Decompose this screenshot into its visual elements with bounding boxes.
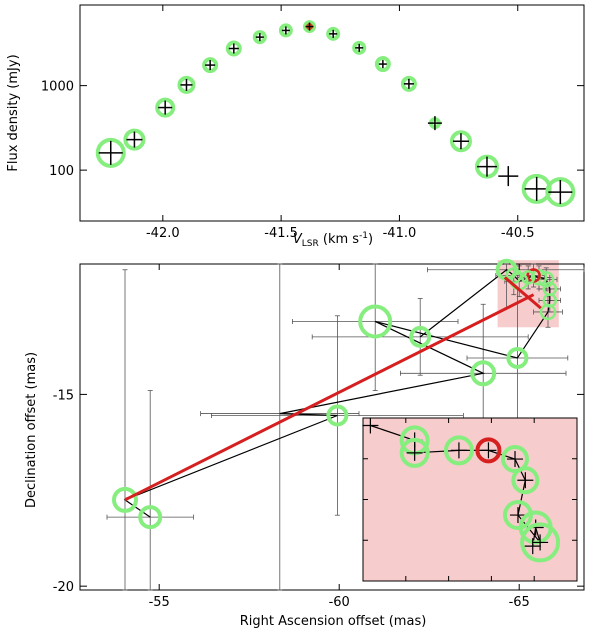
position-point [542, 281, 558, 297]
flux-spectrum-panel: -42.0 -41.5 -41.0 -40.5 100 1000 Flux density… [6, 4, 585, 249]
bottom-x-tick-label: -65 [509, 595, 530, 610]
spectral-point [374, 56, 391, 73]
position-point [470, 360, 497, 387]
top-x-tick-label: -41.0 [383, 226, 417, 241]
top-axis-ticks: -42.0 -41.5 -41.0 -40.5 100 1000 [41, 5, 584, 241]
spectral-point [278, 23, 293, 38]
inset-point [399, 437, 430, 468]
top-y-tick-label: 100 [49, 164, 74, 179]
position-point [138, 505, 163, 530]
bottom-x-tick-label: -60 [329, 595, 350, 610]
bottom-axis-ticks: -55 -60 -65 -15 -20 [53, 264, 584, 610]
spectral-point [326, 26, 341, 41]
position-point [409, 325, 432, 348]
spectral-point [252, 30, 267, 45]
position-map-panel: -55 -60 -65 -15 -20 Declination offset (mas)… [24, 258, 585, 629]
inset-axis-ticks [363, 418, 577, 581]
top-data-points [95, 20, 576, 208]
bottom-ylabel: Declination offset (mas) [24, 352, 39, 508]
spectral-point [202, 57, 219, 74]
position-point [530, 269, 548, 286]
spectral-point [545, 177, 576, 208]
spectral-point [400, 75, 417, 92]
spectral-point [95, 137, 126, 168]
inset-point-highlight [475, 437, 502, 464]
bottom-plot-frame [79, 263, 585, 591]
trend-tick [503, 276, 542, 310]
bottom-data-points [112, 258, 558, 530]
spectral-point [123, 128, 146, 151]
trend-line [124, 293, 535, 502]
position-point [112, 486, 138, 513]
position-point [506, 346, 529, 369]
top-x-tick-label: -40.5 [501, 226, 535, 241]
top-y-tick-label: 1000 [41, 80, 74, 95]
spectral-point [225, 40, 242, 57]
top-ylabel: Flux density (mJy) [6, 54, 21, 171]
position-point [358, 304, 393, 339]
position-point [326, 404, 349, 427]
bottom-xlabel: Right Ascension offset (mas) [240, 614, 427, 629]
position-point [520, 270, 536, 285]
spectral-point [352, 40, 367, 55]
inset-point [520, 522, 561, 563]
spectral-point [177, 75, 196, 94]
bottom-y-tick-label: -15 [53, 388, 74, 403]
top-xlabel: VLSR (km s-1) [293, 231, 373, 249]
top-x-tick-label: -42.0 [146, 226, 180, 241]
inset-data-points [362, 417, 561, 563]
spectral-point [155, 97, 176, 118]
inset-panel [362, 417, 578, 582]
inset-point [511, 466, 540, 495]
spectral-point [449, 130, 472, 153]
bottom-y-tick-label: -20 [53, 580, 74, 595]
inset-point [443, 435, 474, 466]
top-plot-frame [79, 4, 585, 222]
top-x-tick-label: -41.5 [264, 226, 298, 241]
bottom-x-tick-label: -55 [149, 595, 170, 610]
